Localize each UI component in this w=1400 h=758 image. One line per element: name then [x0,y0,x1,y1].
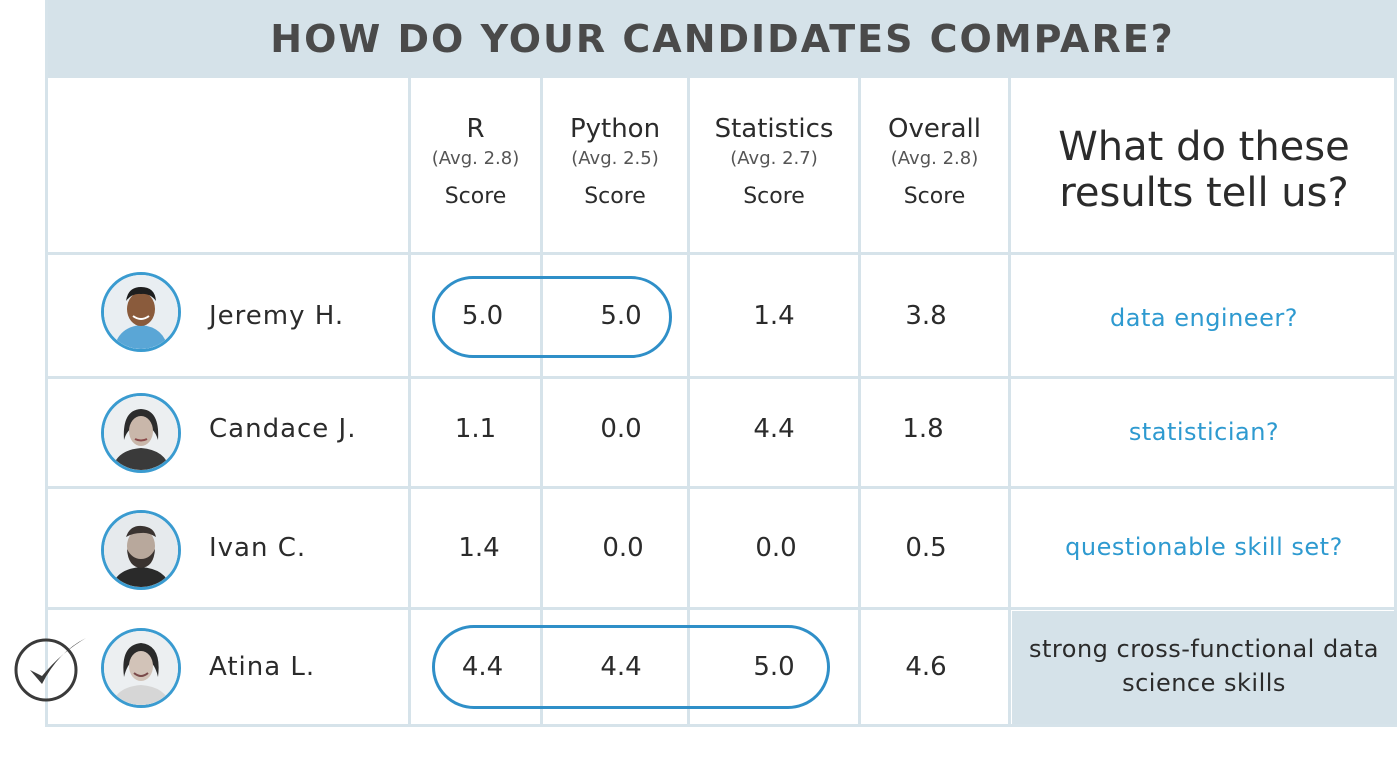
grid-line [48,252,1397,255]
column-header-statistics: Statistics (Avg. 2.7) Score [690,114,858,209]
highlight-pill-jeremy [432,276,672,358]
score-statistics: 0.0 [755,533,797,563]
column-header-r: R (Avg. 2.8) Score [411,114,540,209]
column-header-overall: Overall (Avg. 2.8) Score [861,114,1008,209]
score-label: Score [903,184,966,209]
title-banner: HOW DO YOUR CANDIDATES COMPARE? [48,0,1397,78]
comparison-table [45,0,1397,727]
score-overall: 1.8 [902,414,944,444]
score-label: Score [444,184,507,209]
avatar-ivan [101,510,181,590]
skill-average: (Avg. 2.8) [431,148,520,169]
result-highlight-box [1012,611,1397,724]
score-r: 1.1 [454,414,497,444]
grid-line [48,486,1397,489]
score-r: 4.4 [461,652,504,682]
grid-line [858,78,861,726]
score-r: 1.4 [458,533,500,563]
result-label-strong: strong cross-functional data science ski… [1029,635,1379,697]
candidate-name: Candace J. [209,414,357,444]
results-question: What do these results tell us? [1058,124,1350,216]
score-statistics: 5.0 [753,652,795,682]
skill-average: (Avg. 2.7) [730,148,818,169]
avatar-candace [101,393,181,473]
skill-label: Statistics [714,114,834,144]
score-statistics: 4.4 [753,414,795,444]
checkmark-icon [14,638,86,702]
score-python: 4.4 [600,652,642,682]
candidate-name: Jeremy H. [209,301,345,331]
score-python: 5.0 [600,301,642,331]
score-overall: 0.5 [905,533,947,563]
score-r: 5.0 [461,301,504,331]
grid-line [1394,78,1397,726]
score-label: Score [743,184,805,209]
skill-label: Python [569,114,661,144]
grid-line [48,607,1397,610]
result-label: data engineer? [1110,304,1298,332]
column-header-python: Python (Avg. 2.5) Score [543,114,687,209]
candidate-name: Ivan C. [209,533,307,563]
skill-label: R [466,114,485,144]
grid-line [1008,78,1011,726]
skill-average: (Avg. 2.8) [890,148,979,169]
score-python: 0.0 [600,414,642,444]
result-label: statistician? [1128,418,1280,446]
grid-line [48,376,1397,379]
avatar-jeremy [101,272,181,352]
candidate-name: Atina L. [209,652,316,682]
highlight-pill-atina [432,625,830,709]
skill-label: Overall [888,114,981,144]
result-label: questionable skill set? [1065,533,1343,561]
score-overall: 4.6 [905,652,947,682]
page-title: HOW DO YOUR CANDIDATES COMPARE? [270,17,1175,61]
score-label: Score [584,184,646,209]
grid-line [540,78,543,726]
score-statistics: 1.4 [753,301,795,331]
avatar-atina [101,628,181,708]
skill-average: (Avg. 2.5) [571,148,659,169]
score-python: 0.0 [602,533,644,563]
grid-line [408,78,411,726]
grid-line [687,78,690,726]
score-overall: 3.8 [905,301,947,331]
